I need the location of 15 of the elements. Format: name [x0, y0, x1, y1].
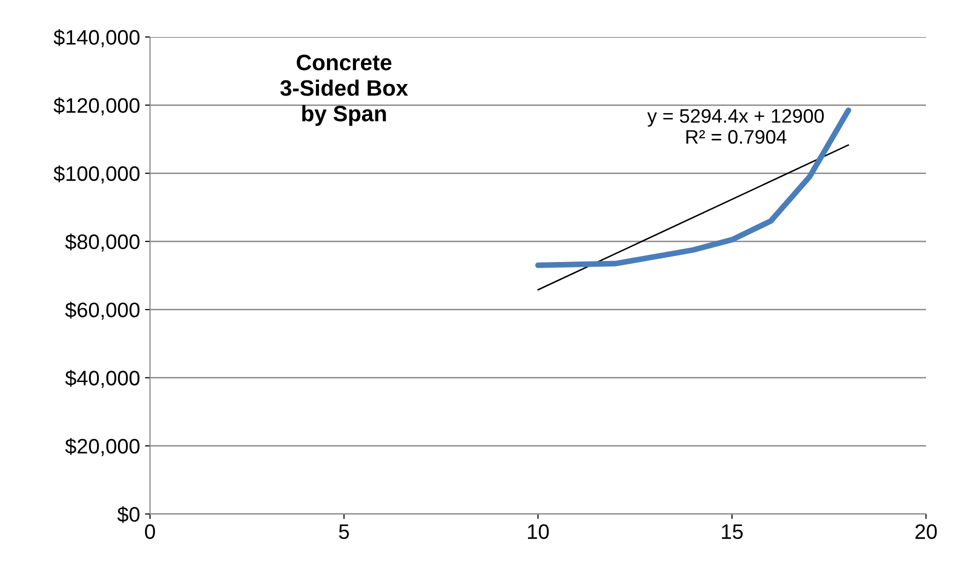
y-tick-label: $40,000	[65, 370, 140, 388]
y-tick-label: $140,000	[54, 29, 140, 48]
x-tick-label: 20	[915, 524, 937, 540]
y-tick-label: $20,000	[65, 438, 140, 456]
x-tick-label: 5	[339, 524, 349, 540]
y-tick-label: $120,000	[54, 97, 140, 116]
x-tick-label: 0	[145, 524, 155, 540]
text: Concrete 3-Sided Box by Span	[280, 54, 408, 126]
x-tick-label: 10	[528, 524, 549, 540]
annotation: y = 5294.4x + 12900 R² = 0.7904	[647, 109, 824, 144]
y-tick-label: $60,000	[65, 302, 140, 320]
x-tick-label: 15	[722, 524, 743, 540]
y-tick-label: $80,000	[65, 234, 140, 252]
y-tick-label: $100,000	[54, 165, 140, 184]
y-tick-label: $0	[117, 506, 140, 523]
